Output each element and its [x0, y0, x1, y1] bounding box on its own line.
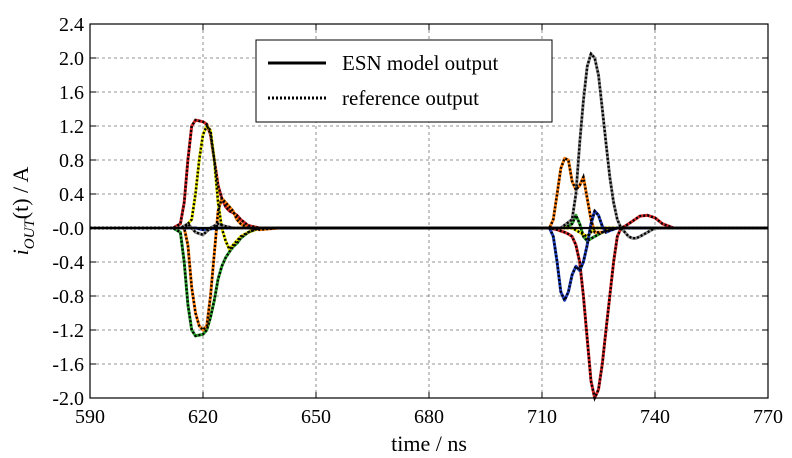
- legend: ESN model output reference output: [255, 39, 553, 123]
- y-tick-label: -0.8: [52, 286, 84, 308]
- x-tick-label: 770: [753, 406, 783, 428]
- y-tick-label: 1.2: [59, 116, 84, 138]
- reference-output-line-3: [90, 123, 768, 252]
- y-label-main: i: [8, 249, 33, 255]
- reference-output-line-1: [90, 212, 768, 338]
- x-tick-label: 620: [188, 406, 218, 428]
- x-tick-label: 650: [301, 406, 331, 428]
- y-tick-label: -0.4: [52, 252, 84, 274]
- y-tick-label: -0.0: [52, 218, 84, 240]
- y-tick-label: -2.0: [52, 388, 84, 410]
- y-tick-label: 2.4: [59, 14, 84, 36]
- x-tick-label: 590: [75, 406, 105, 428]
- legend-entry-reference: reference output: [342, 86, 479, 110]
- x-axis-label: time / ns: [391, 431, 467, 456]
- legend-entry-model: ESN model output: [342, 51, 498, 75]
- x-tick-label: 680: [414, 406, 444, 428]
- y-tick-label: 1.6: [59, 82, 84, 104]
- svg-text:iOUT(t) / A: iOUT(t) / A: [8, 167, 38, 256]
- y-tick-label: -1.6: [52, 354, 84, 376]
- ticks: 590 620 650 680 710 740 770 -2.0 -1.6 -1.2 -0.8 -0.…: [52, 14, 783, 428]
- y-label-sub: OUT: [22, 218, 38, 250]
- y-tick-label: 0.8: [59, 150, 84, 172]
- y-axis-label: iOUT(t) / A: [8, 167, 38, 256]
- y-tick-label: -1.2: [52, 320, 84, 342]
- y-label-rest: (t) / A: [8, 167, 33, 220]
- legend-box: [255, 39, 553, 123]
- reference-output-line-5: [90, 51, 768, 240]
- series-layer: [90, 51, 768, 402]
- x-tick-label: 740: [640, 406, 670, 428]
- x-tick-label: 710: [527, 406, 557, 428]
- y-tick-label: 2.0: [59, 48, 84, 70]
- y-tick-label: 0.4: [59, 184, 84, 206]
